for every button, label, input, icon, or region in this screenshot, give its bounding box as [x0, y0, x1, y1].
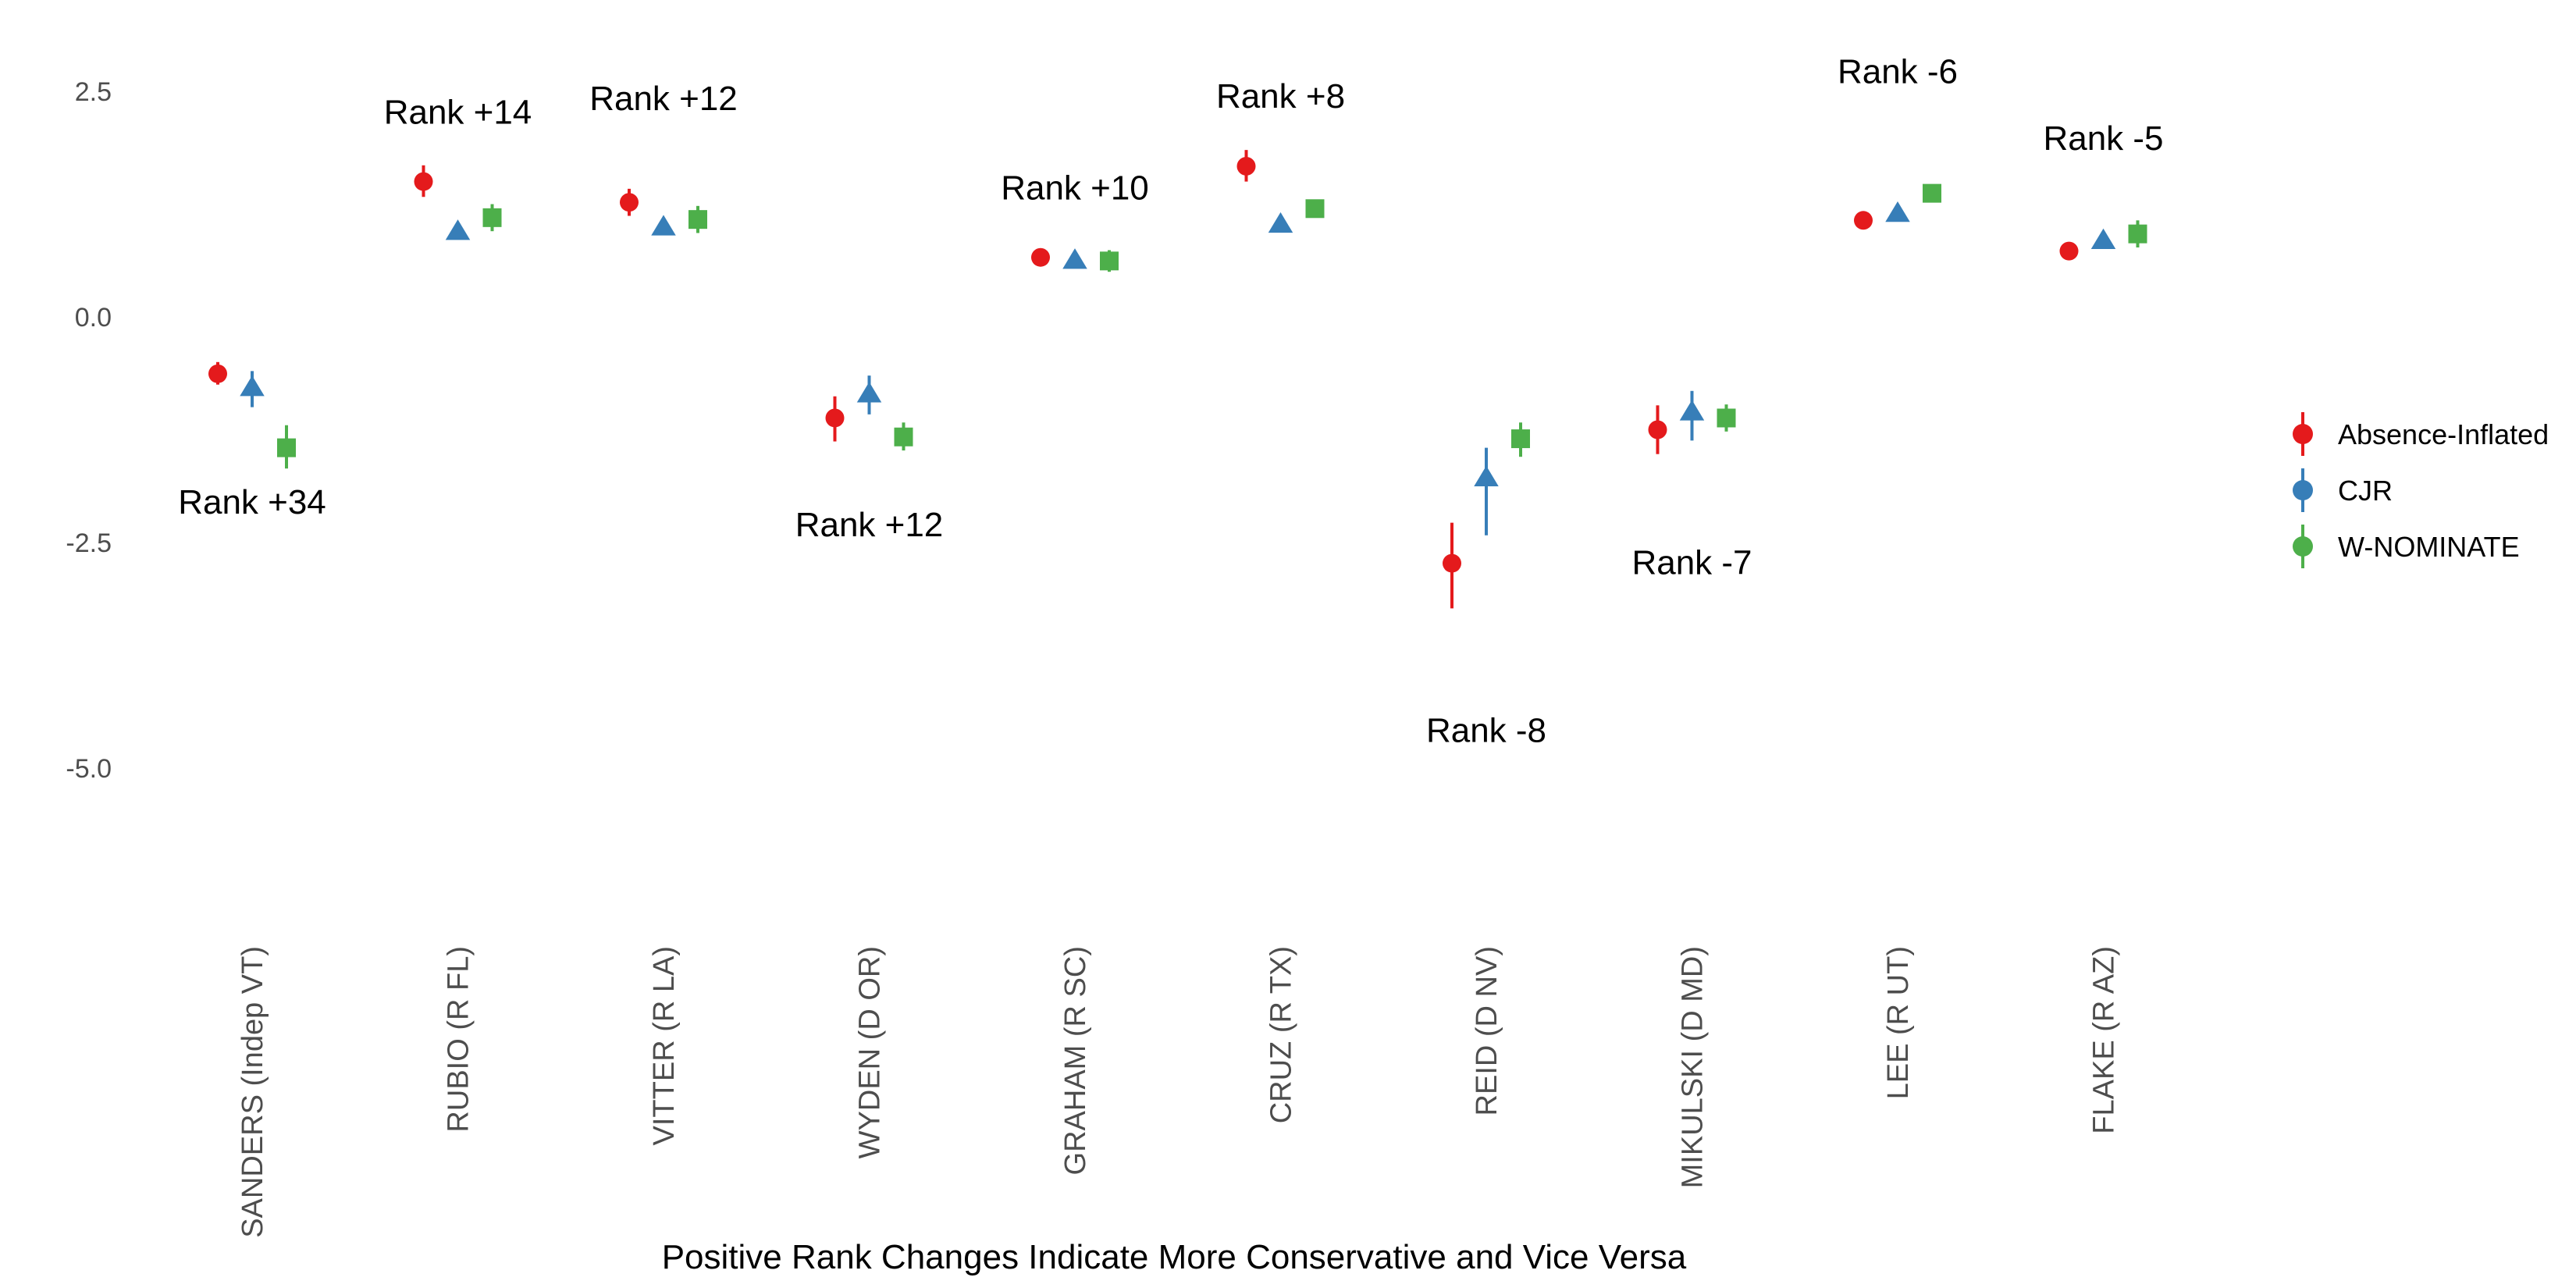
data-point: [1923, 183, 1941, 203]
x-tick-label: CRUZ (R TX): [1265, 946, 1298, 1123]
data-point: [894, 427, 913, 447]
data-point: [445, 219, 471, 240]
series-cjr: [240, 201, 2116, 535]
rank-annotation: Rank -6: [1838, 53, 1958, 91]
rank-annotation: Rank +34: [178, 483, 326, 521]
x-tick-label: MIKULSKI (D MD): [1677, 946, 1710, 1188]
plot-area: [208, 150, 2147, 609]
rank-annotation: Rank -8: [1426, 711, 1546, 749]
x-tick-label: GRAHAM (R SC): [1059, 946, 1092, 1175]
legend-item-absence-inflated: Absence-Inflated: [2293, 412, 2549, 456]
x-tick-label: WYDEN (D OR): [854, 946, 887, 1158]
y-tick-label: 0.0: [75, 303, 112, 333]
data-point: [1443, 553, 1461, 573]
data-point: [208, 364, 227, 383]
legend-item-w-nominate: W-NOMINATE: [2293, 525, 2520, 568]
data-point: [1268, 212, 1293, 233]
legend-key-point: [2293, 424, 2313, 444]
data-point: [482, 208, 502, 227]
rank-annotation: Rank +12: [589, 80, 738, 118]
legend-label: W-NOMINATE: [2338, 531, 2520, 563]
data-point: [414, 172, 433, 191]
x-axis: SANDERS (Indep VT) RUBIO (R FL) VITTER (R …: [237, 946, 2121, 1238]
rank-annotation: Rank +14: [384, 94, 532, 132]
legend-key-point: [2293, 536, 2313, 557]
legend: Absence-Inflated CJR W-NOMINATE: [2293, 412, 2549, 568]
x-tick-label: VITTER (R LA): [648, 946, 681, 1145]
y-tick-label: 2.5: [75, 77, 112, 107]
rank-annotation: Rank -5: [2043, 119, 2163, 158]
data-point: [1648, 420, 1667, 439]
series-absence-inflated: [208, 150, 2079, 609]
data-point: [620, 193, 639, 212]
annotations: Rank +34 Rank +14 Rank +12 Rank +12 Rank +10…: [178, 53, 2163, 750]
data-point: [1717, 408, 1736, 428]
data-point: [277, 438, 296, 457]
x-tick-label: LEE (R UT): [1882, 946, 1915, 1099]
data-point: [1885, 201, 1910, 222]
y-axis: 2.5 0.0 -2.5 -5.0: [66, 77, 112, 784]
data-point: [1305, 199, 1325, 219]
data-point: [1236, 156, 1256, 176]
data-point: [1511, 429, 1530, 449]
data-point: [2090, 228, 2116, 249]
x-axis-title: Positive Rank Changes Indicate More Cons…: [662, 1238, 1687, 1276]
rank-annotation: Rank +12: [795, 506, 944, 544]
data-point: [688, 210, 707, 229]
legend-label: Absence-Inflated: [2338, 418, 2549, 450]
data-point: [2128, 224, 2147, 244]
x-tick-label: SANDERS (Indep VT): [237, 946, 269, 1238]
y-tick-label: -2.5: [66, 528, 112, 558]
data-point: [1474, 465, 1499, 487]
rank-annotation: Rank -7: [1631, 543, 1752, 582]
rank-annotation: Rank +8: [1216, 77, 1345, 116]
data-point: [2059, 241, 2079, 261]
data-point: [1062, 248, 1087, 269]
data-point: [240, 375, 265, 397]
x-tick-label: FLAKE (R AZ): [2088, 946, 2121, 1134]
legend-label: CJR: [2338, 475, 2393, 507]
data-point: [1100, 251, 1119, 271]
legend-item-cjr: CJR: [2293, 468, 2393, 512]
x-tick-label: REID (D NV): [1471, 946, 1503, 1115]
rank-annotation: Rank +10: [1001, 169, 1149, 208]
data-point: [651, 215, 676, 236]
data-point: [1031, 247, 1050, 267]
data-point: [825, 408, 845, 428]
y-tick-label: -5.0: [66, 754, 112, 784]
legend-key-point: [2293, 480, 2313, 500]
data-point: [856, 382, 882, 403]
x-tick-label: RUBIO (R FL): [443, 946, 475, 1133]
data-point: [1679, 400, 1705, 421]
series-w-nominate: [277, 183, 2147, 469]
data-point: [1854, 211, 1873, 230]
